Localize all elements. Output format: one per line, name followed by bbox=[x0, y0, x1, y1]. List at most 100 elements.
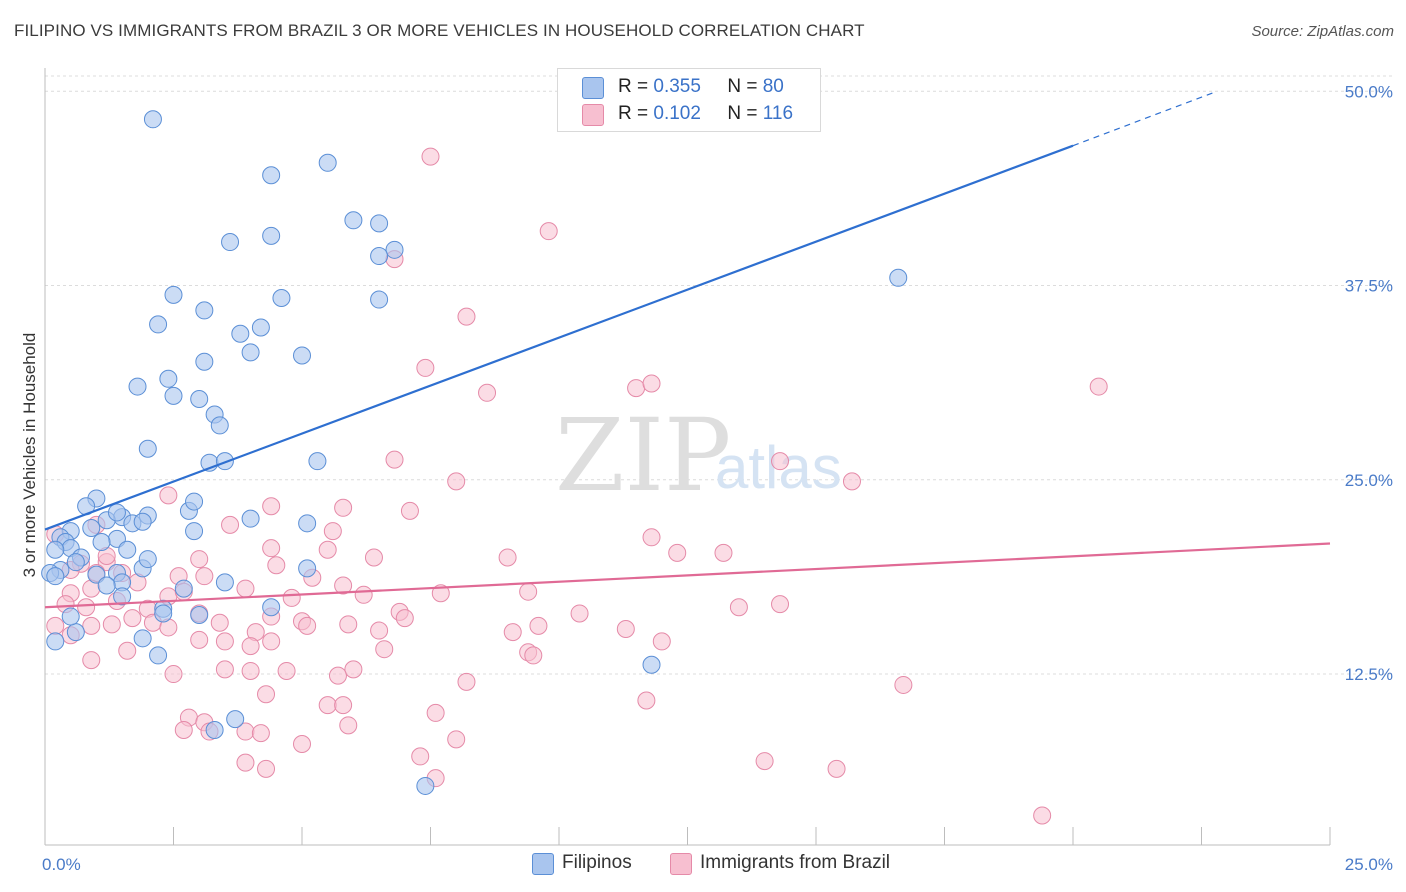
y-tick-label: 12.5% bbox=[1345, 665, 1393, 684]
brazil-point bbox=[190, 630, 209, 649]
legend-label: Filipinos bbox=[562, 852, 632, 873]
x-tick-label: 25.0% bbox=[1345, 855, 1393, 874]
y-tick-label: 37.5% bbox=[1345, 277, 1393, 296]
n-label: N = bbox=[727, 103, 758, 124]
brazil-point bbox=[344, 660, 363, 679]
filipino-point bbox=[46, 540, 65, 559]
filipino-point bbox=[61, 607, 80, 626]
brazil-point bbox=[323, 522, 342, 541]
brazil-point bbox=[616, 619, 635, 638]
filipino-point bbox=[370, 290, 389, 309]
brazil-point bbox=[215, 660, 234, 679]
filipino-point bbox=[107, 503, 126, 522]
filipino-point bbox=[370, 247, 389, 266]
tick-labels: 12.5% 25.0% 37.5% 50.0% 0.0% 25.0% bbox=[42, 82, 1393, 874]
filipino-point bbox=[118, 540, 137, 559]
brazil-point bbox=[241, 637, 260, 656]
brazil-point bbox=[842, 472, 861, 491]
legend-swatch-pink bbox=[582, 104, 604, 126]
filipino-trend-extension bbox=[1072, 90, 1218, 147]
filipino-point bbox=[416, 776, 435, 795]
brazil-point bbox=[236, 753, 255, 772]
brazil-point bbox=[771, 452, 790, 471]
brazil-point bbox=[729, 598, 748, 617]
filipino-point bbox=[308, 452, 327, 471]
brazil-point bbox=[277, 661, 296, 680]
n-value: 116 bbox=[762, 103, 794, 124]
trend-lines bbox=[44, 90, 1331, 609]
r-label: R = bbox=[618, 76, 649, 97]
brazil-point bbox=[236, 579, 255, 598]
brazil-point bbox=[755, 752, 774, 771]
filipino-point bbox=[370, 214, 389, 233]
filipino-point bbox=[143, 110, 162, 129]
brazil-point bbox=[570, 604, 589, 623]
filipino-point bbox=[113, 587, 132, 606]
brazil-point bbox=[395, 609, 414, 628]
brazil-point bbox=[82, 651, 101, 670]
filipino-points bbox=[41, 110, 908, 795]
brazil-point bbox=[637, 691, 656, 710]
brazil-point bbox=[339, 615, 358, 634]
watermark-zip-text: ZIP bbox=[555, 397, 731, 514]
brazil-point bbox=[174, 721, 193, 740]
brazil-point bbox=[894, 675, 913, 694]
brazil-point bbox=[1089, 377, 1108, 396]
r-value: 0.355 bbox=[653, 76, 701, 97]
legend-swatch-pink bbox=[670, 853, 692, 875]
brazil-point bbox=[375, 640, 394, 659]
filipino-point bbox=[133, 629, 152, 648]
brazil-point bbox=[447, 730, 466, 749]
filipino-point bbox=[262, 226, 281, 245]
brazil-point bbox=[652, 632, 671, 651]
brazil-point bbox=[539, 222, 558, 241]
filipino-point bbox=[66, 553, 85, 572]
y-tick-label: 50.0% bbox=[1345, 82, 1393, 101]
brazil-point bbox=[642, 528, 661, 547]
brazil-point bbox=[318, 696, 337, 715]
legend-text: R = 0.102 N = 116 bbox=[618, 103, 793, 125]
legend-swatch-blue bbox=[532, 853, 554, 875]
y-tick-label: 25.0% bbox=[1345, 471, 1393, 490]
brazil-point bbox=[334, 576, 353, 595]
brazil-point bbox=[251, 724, 270, 743]
chart-title: FILIPINO VS IMMIGRANTS FROM BRAZIL 3 OR … bbox=[14, 21, 865, 40]
brazil-point bbox=[282, 588, 301, 607]
brazil-point bbox=[457, 672, 476, 691]
brazil-point bbox=[416, 358, 435, 377]
brazil-point bbox=[385, 450, 404, 469]
filipino-point bbox=[385, 240, 404, 259]
filipino-point bbox=[46, 632, 65, 651]
filipino-point bbox=[190, 390, 209, 409]
filipino-point bbox=[128, 377, 147, 396]
filipino-point bbox=[97, 576, 116, 595]
brazil-point bbox=[400, 501, 419, 520]
filipino-point bbox=[133, 512, 152, 531]
brazil-point bbox=[293, 734, 311, 753]
filipino-point bbox=[164, 285, 183, 304]
filipino-point bbox=[46, 567, 65, 586]
brazil-point bbox=[503, 623, 522, 642]
brazil-point bbox=[241, 661, 260, 680]
filipino-point bbox=[185, 492, 204, 511]
filipino-point bbox=[92, 532, 111, 551]
filipino-point bbox=[221, 233, 240, 252]
filipino-point bbox=[205, 721, 224, 740]
filipino-point bbox=[298, 559, 317, 578]
filipino-point bbox=[298, 514, 317, 533]
filipino-point bbox=[293, 346, 311, 365]
filipino-point bbox=[262, 166, 281, 185]
brazil-point bbox=[190, 550, 209, 569]
filipino-point bbox=[149, 646, 168, 665]
filipino-point bbox=[318, 153, 337, 172]
brazil-point bbox=[118, 641, 137, 660]
brazil-point bbox=[642, 374, 661, 393]
filipino-point bbox=[215, 573, 234, 592]
brazil-point bbox=[267, 556, 286, 575]
brazil-point bbox=[262, 539, 281, 558]
brazil-point bbox=[159, 486, 178, 505]
brazil-point bbox=[519, 582, 538, 601]
brazil-point bbox=[498, 548, 517, 567]
brazil-point bbox=[478, 383, 497, 402]
